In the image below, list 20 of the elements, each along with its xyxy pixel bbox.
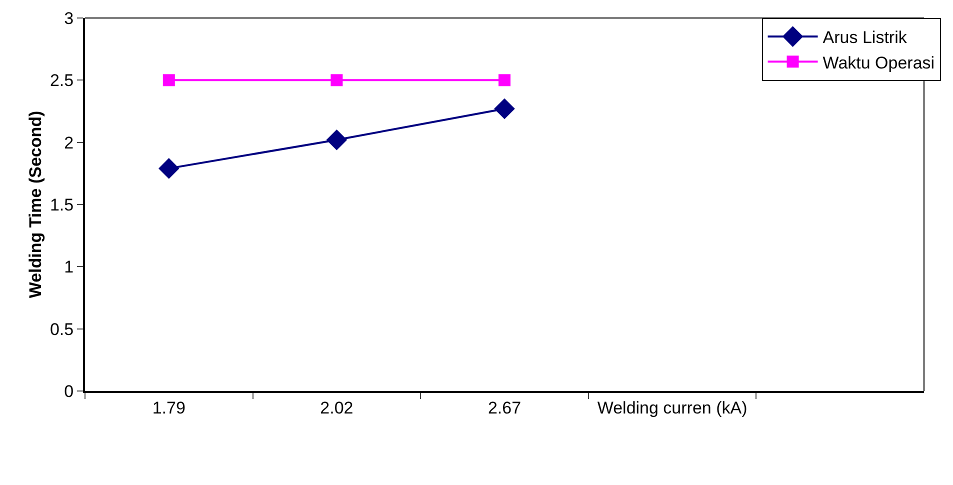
y-tick-label: 2.5 [50, 71, 74, 90]
x-tick-label: 2.02 [320, 398, 354, 418]
y-axis-title: Welding Time (Second) [26, 110, 46, 298]
point [498, 74, 510, 86]
y-tick-label: 1.5 [50, 195, 74, 214]
point [162, 74, 175, 86]
point [330, 74, 343, 86]
legend-label: Waktu Operasi [822, 53, 935, 72]
y-tick-label: 0 [64, 382, 74, 401]
point [326, 129, 348, 150]
point [494, 98, 515, 120]
y-tick-label: 2 [64, 133, 74, 152]
y-tick-label: 1 [64, 258, 74, 277]
x-tick-label: 2.67 [488, 398, 522, 418]
point [158, 158, 180, 179]
x-tick-label: Welding curren (kA) [597, 398, 748, 418]
x-tick-label: 1.79 [152, 398, 186, 418]
y-tick-label: 0.5 [50, 320, 74, 339]
legend-label: Arus Listrik [822, 28, 908, 48]
y-tick-label: 3 [64, 8, 74, 28]
